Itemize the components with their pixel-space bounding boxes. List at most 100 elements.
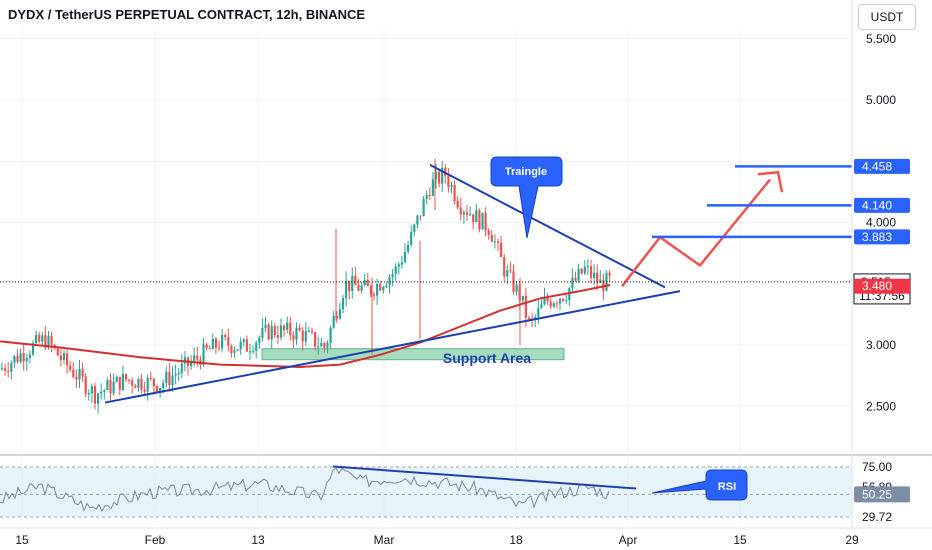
- candle-body: [217, 347, 221, 349]
- candle-body: [276, 335, 279, 338]
- candle-body: [10, 362, 13, 372]
- candle-body: [338, 309, 341, 319]
- candle-body: [524, 295, 527, 318]
- y-tick-label: 2.500: [866, 399, 896, 413]
- candle-body: [109, 380, 112, 394]
- candle-body: [159, 387, 162, 392]
- candle-body: [521, 295, 524, 301]
- candle-body: [202, 344, 205, 365]
- candle-body: [131, 380, 134, 386]
- candle-body: [75, 377, 78, 380]
- candle-body: [196, 355, 199, 360]
- candle-body: [453, 185, 456, 202]
- candle-body: [255, 342, 258, 352]
- rsi-tick-label: 75.00: [862, 460, 892, 474]
- candle-body: [193, 355, 196, 362]
- candle-body: [490, 235, 493, 242]
- candle-body: [332, 315, 335, 328]
- rsi-callout-label: RSI: [718, 481, 736, 493]
- candle-body: [410, 232, 413, 245]
- price-tag-label: 4.140: [862, 198, 892, 212]
- x-tick-label: 13: [251, 533, 265, 547]
- candle-body: [459, 207, 462, 215]
- price-tag: [854, 158, 910, 174]
- candle-body: [28, 354, 31, 358]
- y-tick-label: 4.000: [866, 216, 896, 230]
- candle-body: [314, 332, 317, 347]
- candle-body: [537, 308, 540, 317]
- moving-average: [0, 283, 611, 369]
- candle-body: [72, 369, 75, 378]
- candle-body: [422, 198, 425, 217]
- candle-body: [549, 301, 552, 307]
- candle-body: [140, 378, 143, 390]
- candle-body: [279, 325, 283, 338]
- candle-body: [143, 389, 146, 392]
- rsi-callout: [651, 469, 748, 501]
- support-zone: [261, 348, 565, 361]
- arrow-head: [757, 170, 784, 193]
- candle-body: [416, 215, 419, 225]
- candle-body: [106, 380, 109, 391]
- candle-body: [205, 344, 208, 349]
- candle-body: [69, 365, 72, 370]
- candle-body: [25, 357, 28, 362]
- candle-body: [22, 353, 25, 362]
- candle-body: [214, 338, 217, 348]
- candle-body: [366, 279, 369, 286]
- candle-body: [44, 335, 47, 348]
- candle-body: [552, 303, 555, 307]
- candle-body: [230, 345, 233, 353]
- candle-body: [447, 175, 450, 187]
- candle-body: [124, 373, 128, 380]
- candle-body: [363, 279, 366, 286]
- candle-body: [351, 275, 354, 292]
- candle-body: [162, 383, 165, 388]
- candle-body: [481, 212, 484, 230]
- x-tick-label: 18: [509, 533, 523, 547]
- candle-body: [469, 214, 472, 216]
- x-tick-label: 15: [15, 533, 29, 547]
- candle-body: [252, 351, 255, 353]
- candle-body: [137, 378, 140, 388]
- candle-body: [0, 368, 4, 370]
- candle-body: [146, 377, 149, 392]
- rsi-value-tag: [854, 486, 910, 503]
- candle-body: [239, 341, 242, 350]
- ma-line: [0, 283, 611, 369]
- candle-body: [565, 300, 568, 302]
- currency-button[interactable]: USDT: [858, 4, 916, 30]
- candle-body: [128, 379, 131, 381]
- candle-body: [242, 339, 245, 342]
- candle-body: [298, 327, 301, 331]
- candle-body: [379, 284, 382, 291]
- candle-body: [558, 298, 562, 304]
- candle-body: [602, 279, 605, 291]
- candle-body: [571, 277, 574, 289]
- candle-body: [431, 179, 434, 196]
- candle-body: [13, 355, 16, 363]
- candle-body: [270, 326, 273, 340]
- projection-path: [621, 178, 771, 287]
- candle-body: [152, 378, 155, 387]
- rsi-value-label: 50.25: [862, 487, 892, 501]
- candle-body: [84, 376, 87, 394]
- candle-body: [329, 327, 332, 344]
- candle-body: [59, 355, 62, 361]
- trendlines: [104, 164, 681, 404]
- candle-body: [608, 272, 611, 276]
- x-tick-label: 15: [733, 533, 747, 547]
- candle-body: [47, 335, 50, 348]
- candle-body: [487, 230, 490, 236]
- x-tick-label: Apr: [619, 533, 638, 547]
- candle-body: [224, 334, 227, 338]
- candle-body: [509, 270, 512, 272]
- candle-body: [134, 385, 137, 388]
- candle-body: [326, 343, 329, 348]
- candle-body: [307, 330, 310, 332]
- candle-body: [403, 251, 407, 263]
- price-tag-label: 4.458: [862, 159, 892, 173]
- candle-body: [112, 381, 115, 394]
